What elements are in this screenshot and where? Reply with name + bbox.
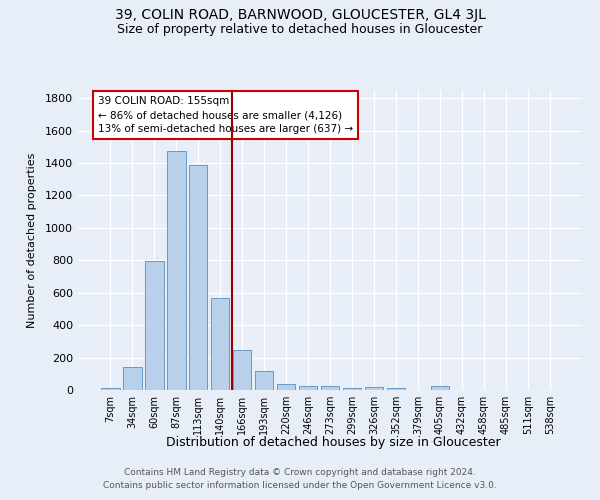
Text: 39, COLIN ROAD, BARNWOOD, GLOUCESTER, GL4 3JL: 39, COLIN ROAD, BARNWOOD, GLOUCESTER, GL…: [115, 8, 485, 22]
Text: Size of property relative to detached houses in Gloucester: Size of property relative to detached ho…: [118, 22, 482, 36]
Bar: [123, 368, 142, 390]
Y-axis label: Number of detached properties: Number of detached properties: [26, 152, 37, 328]
Bar: [101, 388, 119, 390]
Bar: [365, 387, 383, 390]
Text: Contains HM Land Registry data © Crown copyright and database right 2024.: Contains HM Land Registry data © Crown c…: [124, 468, 476, 477]
Bar: [277, 384, 295, 390]
Bar: [211, 298, 229, 390]
Bar: [189, 166, 208, 390]
Bar: [167, 151, 185, 390]
Text: 39 COLIN ROAD: 155sqm
← 86% of detached houses are smaller (4,126)
13% of semi-d: 39 COLIN ROAD: 155sqm ← 86% of detached …: [98, 96, 353, 134]
Text: Distribution of detached houses by size in Gloucester: Distribution of detached houses by size …: [166, 436, 500, 449]
Bar: [386, 388, 405, 390]
Text: Contains public sector information licensed under the Open Government Licence v3: Contains public sector information licen…: [103, 480, 497, 490]
Bar: [431, 386, 449, 390]
Bar: [233, 350, 251, 390]
Bar: [343, 388, 361, 390]
Bar: [145, 261, 164, 390]
Bar: [320, 386, 340, 390]
Bar: [299, 386, 317, 390]
Bar: [255, 372, 274, 390]
